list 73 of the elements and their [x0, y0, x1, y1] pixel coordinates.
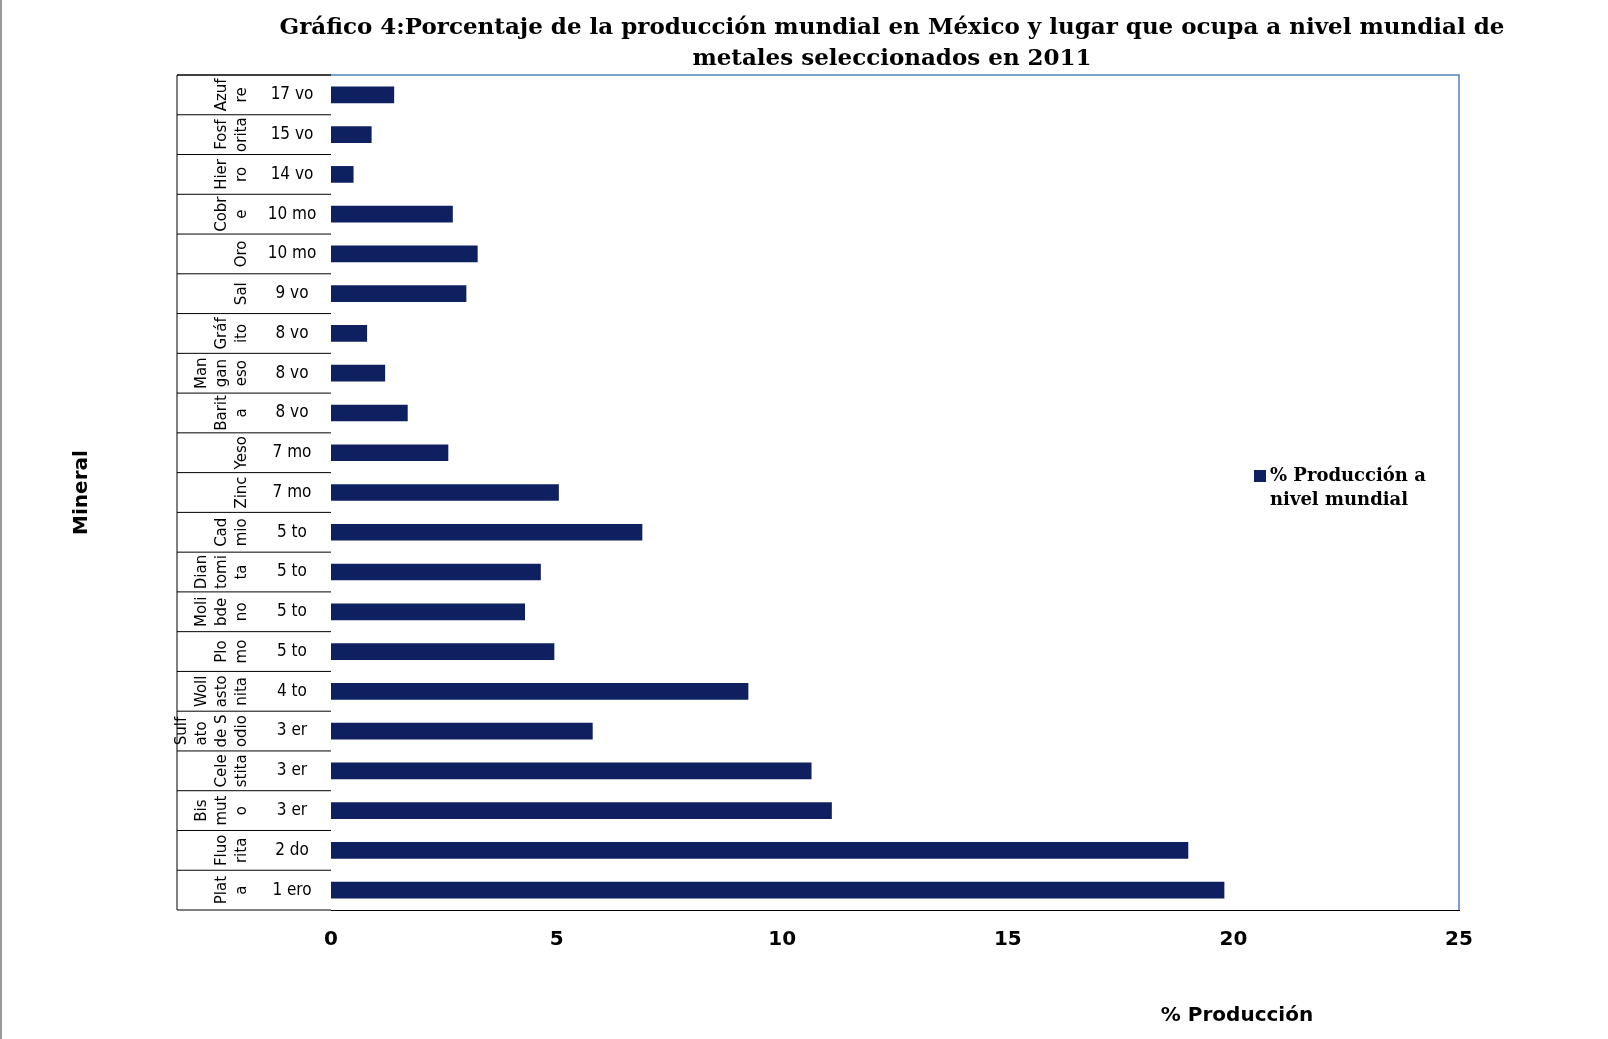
y-tick-label: Fluorita [211, 834, 250, 867]
x-tick-label: 0 [324, 926, 338, 951]
text: 10 mo [267, 202, 317, 223]
text: 5 to [277, 560, 307, 581]
y-tick-label: Oro [231, 240, 250, 268]
y-tick-label: Celestita [211, 754, 250, 788]
y-tick-label: Wollastonita [191, 675, 250, 708]
y-tick-label: Gráfito [211, 316, 250, 350]
bar [331, 682, 749, 700]
bar [331, 325, 368, 342]
text: 9 vo [275, 282, 309, 303]
bar [331, 166, 354, 183]
bar [331, 364, 386, 382]
y-tick-label: Fosforita [211, 117, 250, 152]
text: 5 to [277, 520, 307, 541]
bar [331, 285, 467, 303]
text: 7 mo [272, 441, 312, 462]
y-tick-label: Hierro [211, 158, 250, 190]
text: 3 er [276, 799, 308, 820]
bar [331, 523, 643, 541]
bar [331, 563, 541, 581]
text: 7 mo [272, 480, 312, 501]
bar [331, 444, 449, 462]
y-tick-label: Diantomita [191, 554, 250, 590]
y-tick-label: Plata [211, 875, 250, 905]
bar [331, 603, 526, 621]
y-tick-label: Cadmio [211, 517, 250, 547]
bar [331, 722, 593, 740]
bar [331, 205, 453, 223]
text: 14 vo [270, 162, 314, 183]
y-tick-label: Zinc [231, 476, 250, 509]
text: 1 ero [272, 878, 312, 899]
bar [331, 126, 372, 143]
text: 4 to [277, 679, 307, 700]
x-tick-label: 20 [1219, 926, 1248, 951]
text: 8 vo [275, 361, 309, 382]
bar [331, 86, 395, 104]
bar [331, 842, 1189, 859]
bar [331, 802, 832, 819]
text: 3 er [276, 719, 308, 740]
text: 2 do [275, 838, 309, 859]
text: 3 er [276, 759, 308, 780]
text: 10 mo [267, 242, 317, 263]
y-tick-label: Plomo [211, 639, 250, 664]
bar [331, 881, 1225, 899]
y-tick-label: Sulfato de Sodio [171, 714, 250, 748]
y-tick-label: Molibdeno [191, 596, 250, 628]
y-tick-label: Cobre [211, 195, 250, 232]
y-tick-label: Yeso [231, 436, 250, 471]
text: 8 vo [275, 401, 309, 422]
bar [331, 484, 559, 501]
text: 15 vo [270, 123, 314, 144]
bar [331, 762, 812, 780]
x-tick-label: 15 [993, 926, 1022, 951]
x-tick-label: 10 [768, 926, 797, 951]
text: 17 vo [270, 83, 314, 104]
y-tick-label: Azufre [211, 77, 250, 112]
text: 8 vo [275, 321, 309, 342]
y-tick-label: Barita [211, 395, 250, 431]
legend-label: % Producción a nivel mundial [1270, 463, 1427, 509]
x-tick-label: 25 [1445, 926, 1473, 951]
bar [331, 404, 408, 422]
bar [331, 245, 478, 263]
x-axis-title: % Producción [1160, 1002, 1314, 1027]
text: 5 to [277, 600, 307, 621]
y-axis-title: Mineral [68, 450, 93, 535]
chart-title: Gráfico 4:Porcentaje de la producción mundial en México y lugar que ocupa a nivel mundial de metales seleccionados en 2011 [278, 11, 1506, 72]
bar [331, 643, 555, 660]
x-tick-label: 5 [549, 926, 564, 951]
y-tick-label: Bismuto [191, 795, 250, 826]
y-tick-label: Manganeso [191, 357, 250, 390]
y-tick-label: Sal [231, 282, 250, 306]
text: 5 to [277, 639, 307, 660]
